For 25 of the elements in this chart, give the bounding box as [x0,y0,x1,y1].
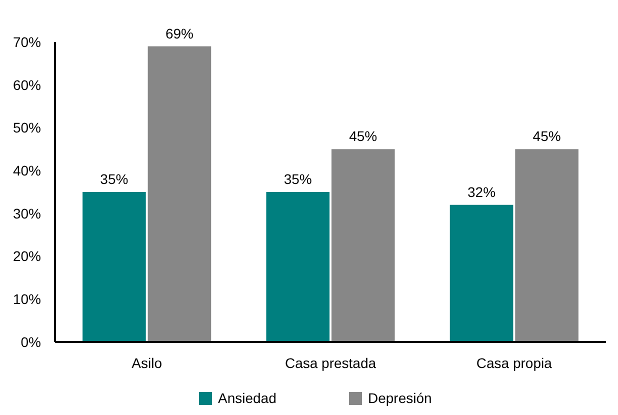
y-tick-label: 10% [12,291,41,308]
data-label: 35% [100,171,128,187]
bar [148,46,212,342]
y-tick-label: 20% [12,248,41,264]
x-tick-label: Casa propia [476,355,552,371]
y-tick-label: 50% [12,120,41,136]
data-label: 69% [165,25,194,42]
legend-label: Depresión [368,390,432,406]
y-tick-label: 70% [12,34,41,50]
bar [515,149,578,342]
y-tick-label: 60% [12,76,41,93]
data-label: 45% [349,128,378,144]
y-tick-label: 30% [12,205,41,222]
x-tick-label: Casa prestada [284,355,376,371]
bar [266,192,330,342]
x-tick-label: Asilo [132,355,162,371]
bar [331,149,395,342]
data-label: 35% [284,171,312,187]
y-tick-label: 40% [12,162,41,178]
bar [82,192,146,342]
data-label: 45% [532,128,561,144]
y-tick-label: 0% [20,334,41,350]
data-label: 32% [468,184,496,200]
bar [450,204,514,342]
legend-label: Ansiedad [218,390,276,406]
